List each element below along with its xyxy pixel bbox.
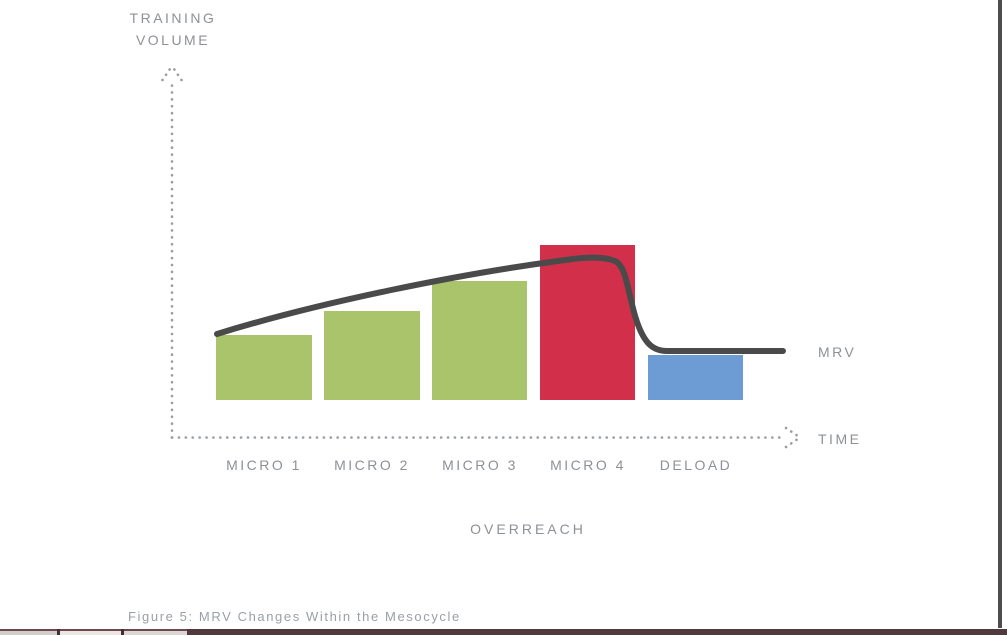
category-label-micro-1: MICRO 1 bbox=[226, 457, 302, 473]
chart-canvas bbox=[161, 64, 802, 449]
mrv-label: MRV bbox=[818, 344, 857, 360]
category-label-micro-4: MICRO 4 bbox=[550, 457, 626, 473]
x-axis-label: TIME bbox=[818, 431, 862, 447]
bar-micro-2 bbox=[324, 311, 420, 400]
bar-micro-4-overreach bbox=[540, 245, 635, 400]
y-axis-arrow-icon bbox=[161, 64, 183, 82]
bar-micro-3 bbox=[432, 281, 527, 400]
x-axis-arrow-icon bbox=[784, 426, 802, 449]
y-axis-label-line2: VOLUME bbox=[135, 32, 211, 48]
window-right-border bbox=[998, 0, 1002, 628]
taskbar-separator bbox=[57, 629, 60, 635]
mrv-curve bbox=[214, 254, 786, 354]
y-axis-label-line1: TRAINING bbox=[129, 10, 217, 26]
bar-deload bbox=[648, 355, 743, 400]
category-label-micro-2: MICRO 2 bbox=[334, 457, 410, 473]
figure-caption: Figure 5: MRV Changes Within the Mesocyc… bbox=[128, 609, 461, 624]
overreach-label: OVERREACH bbox=[470, 521, 586, 537]
y-axis-label: TRAINING VOLUME bbox=[103, 7, 243, 51]
category-label-micro-3: MICRO 3 bbox=[442, 457, 518, 473]
bottom-taskbar-strip bbox=[0, 628, 1007, 635]
taskbar-segment-2[interactable] bbox=[60, 631, 121, 635]
bar-micro-1 bbox=[216, 335, 312, 400]
taskbar-segment-3[interactable] bbox=[124, 631, 187, 635]
taskbar-segment-1[interactable] bbox=[0, 631, 57, 635]
taskbar-dark-region bbox=[187, 629, 1007, 635]
category-label-deload: DELOAD bbox=[659, 457, 733, 473]
taskbar-separator bbox=[121, 629, 124, 635]
